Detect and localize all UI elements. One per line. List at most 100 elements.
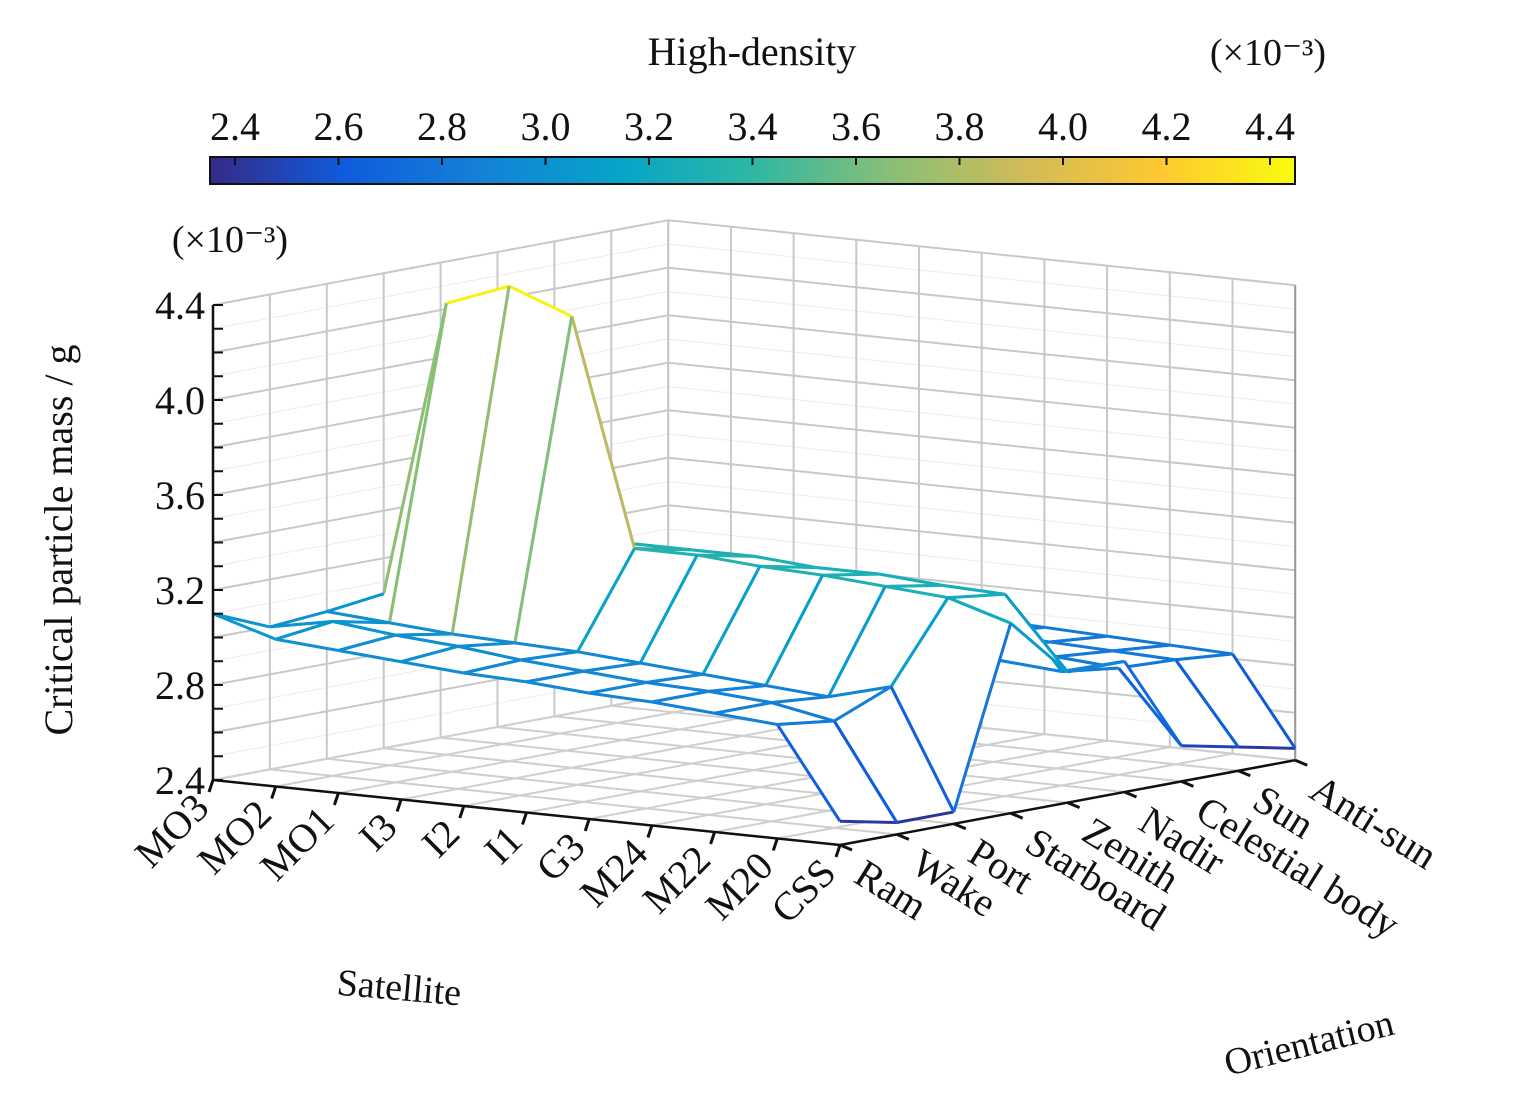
y-tick [839, 843, 853, 852]
y-tick [1294, 758, 1308, 767]
x-tick [709, 831, 717, 845]
surface-edge [702, 672, 766, 688]
surface-edge [1003, 593, 1069, 673]
surface-edge [382, 303, 448, 595]
surface-edge [513, 316, 574, 644]
gridline [338, 707, 794, 794]
surface-edge [269, 610, 328, 629]
surface-edge [588, 691, 653, 704]
surface-face [759, 566, 880, 576]
surface-edge [947, 596, 1012, 625]
y-tick [1237, 769, 1251, 778]
surface-edge [753, 554, 818, 570]
x-tick [458, 805, 466, 819]
surface-edge [1238, 745, 1296, 750]
x-tick [270, 786, 278, 799]
surface-edge [640, 661, 704, 676]
surface-edge [896, 810, 955, 824]
surface-edge [771, 701, 835, 723]
gridline [777, 752, 1233, 840]
surface-edge [338, 633, 396, 652]
colorbar [209, 156, 1296, 185]
surface-face [822, 574, 943, 587]
surface-edge [1050, 634, 1108, 644]
z-axis-label: Critical particle mass / g [36, 345, 81, 736]
surface-edge [1112, 649, 1176, 662]
surface-edge [765, 684, 829, 699]
colorbar-tick-label: 4.4 [1245, 104, 1295, 149]
surface-edge [764, 574, 824, 687]
gridline [212, 694, 669, 781]
surface-edge [1055, 649, 1114, 659]
surface-edge [463, 658, 522, 675]
surface-edge [645, 672, 704, 685]
surface-edge [212, 612, 271, 629]
x-tick-label: M20 [696, 843, 781, 928]
surface-edge [822, 572, 880, 577]
surface-edge [1181, 744, 1239, 749]
surface-face [777, 721, 897, 823]
x-tick-label: I1 [475, 817, 530, 872]
surface-edge [828, 685, 892, 699]
surface-edge [457, 641, 515, 648]
surface-edge [708, 689, 772, 705]
x-tick [834, 844, 842, 858]
surface-face [697, 555, 817, 568]
surface-edge [701, 565, 762, 675]
surface-edge [696, 553, 761, 568]
surface-edge [275, 620, 334, 641]
surface-edge [651, 689, 710, 704]
surface-face [452, 286, 572, 643]
surface-edge [776, 723, 842, 823]
colorbar-multiplier: (×10⁻³) [1210, 32, 1326, 74]
colorbar-tick-label: 3.2 [624, 104, 674, 149]
colorbar-tick-label: 3.0 [521, 104, 571, 149]
z-tick-label: 3.6 [155, 473, 205, 518]
z-tick-label: 4.4 [155, 283, 205, 328]
gridline [275, 700, 732, 788]
surface-edge [457, 644, 522, 662]
y-tick [896, 833, 910, 841]
y-tick [1067, 801, 1081, 809]
surface-edge [570, 316, 636, 549]
surface-edge [588, 681, 647, 695]
surface-edge [395, 633, 459, 648]
surface-edge [827, 585, 887, 698]
surface-edge [952, 622, 1013, 813]
surface-edge [714, 711, 778, 726]
surface-edge [714, 701, 772, 715]
surface-edge [514, 641, 578, 654]
colorbar-tick-label: 2.8 [417, 104, 467, 149]
surface-face [577, 548, 698, 664]
x-tick [207, 779, 215, 793]
colorbar-tick-label: 4.0 [1038, 104, 1088, 149]
y-axis-label: Orientation [1220, 1002, 1398, 1085]
surface-face [891, 597, 1011, 812]
x-tick [521, 812, 528, 825]
surface-edge [889, 596, 950, 688]
surface-edge [708, 684, 766, 693]
surface-mesh [212, 284, 1297, 825]
surface-face [213, 613, 333, 640]
y-tick [953, 822, 967, 831]
surface-face [828, 586, 948, 697]
surface-edge [583, 661, 641, 673]
surface-edge [638, 554, 699, 664]
surface-edge [388, 303, 448, 624]
surface-edge [771, 695, 829, 705]
x-tick [646, 825, 654, 838]
surface-edge [885, 584, 949, 600]
surface-face [771, 686, 892, 722]
x-tick-label: I2 [413, 811, 468, 866]
surface-edge [879, 572, 943, 587]
surface-edge [332, 620, 390, 625]
surface-edge [450, 285, 511, 635]
colorbar-tick-label: 2.6 [314, 104, 364, 149]
x-tick-label: M22 [634, 837, 719, 922]
surface-face [703, 566, 823, 686]
surface-edge [1009, 622, 1069, 674]
surface-edge [463, 671, 527, 684]
surface-edge [832, 720, 899, 824]
